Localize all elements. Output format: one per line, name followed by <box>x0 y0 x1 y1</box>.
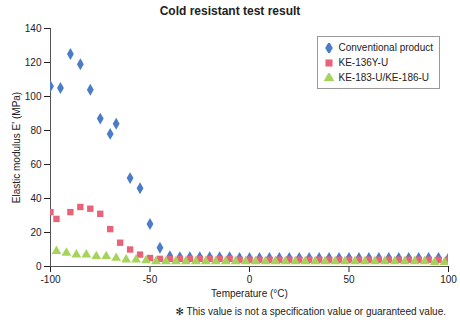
svg-text:0: 0 <box>247 274 253 285</box>
svg-text:40: 40 <box>30 193 42 204</box>
svg-text:80: 80 <box>30 125 42 136</box>
svg-text:120: 120 <box>25 57 42 68</box>
html-text:KE-183-U/KE-186-U: KE-183-U/KE-186-U <box>338 72 430 83</box>
svg-text:20: 20 <box>30 227 42 238</box>
svg-text:140: 140 <box>25 23 42 34</box>
svg-text:Temperature (°C): Temperature (°C) <box>211 288 288 299</box>
svg-text:100: 100 <box>440 274 457 285</box>
html-text:KE-136Y-U: KE-136Y-U <box>338 57 389 68</box>
html-text:Conventional product: Conventional product <box>338 42 433 53</box>
svg-text:50: 50 <box>343 274 355 285</box>
svg-text:60: 60 <box>30 159 42 170</box>
svg-text:Elastic modulus E' (MPa): Elastic modulus E' (MPa) <box>11 92 22 203</box>
html-text:Cold resistant test result: Cold resistant test result <box>159 4 301 18</box>
svg-text:100: 100 <box>25 91 42 102</box>
svg-text:-50: -50 <box>143 274 158 285</box>
svg-text:0: 0 <box>36 261 42 272</box>
html-text:✻ This value is not a specific: ✻ This value is not a specification valu… <box>175 306 446 317</box>
svg-text:-100: -100 <box>40 274 60 285</box>
